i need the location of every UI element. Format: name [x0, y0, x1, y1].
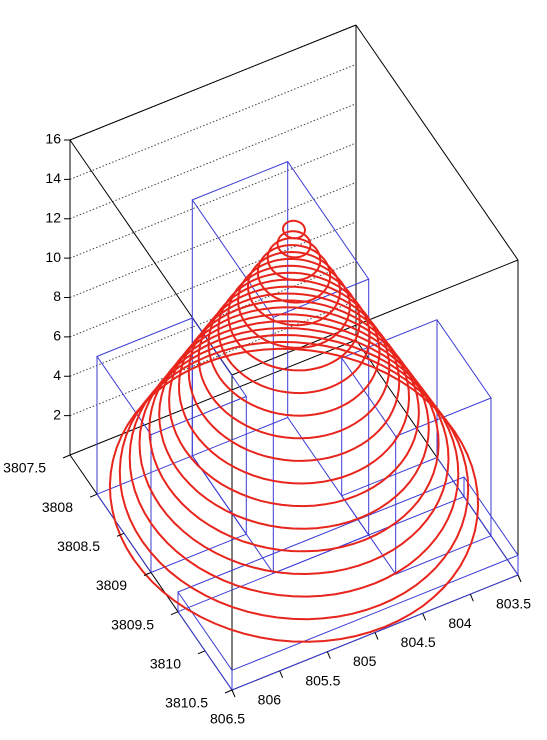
grid-line	[69, 182, 357, 298]
contour-line	[217, 271, 371, 395]
grid-line	[69, 63, 357, 180]
contour-line	[256, 244, 332, 304]
x-tick-label: 806	[258, 692, 282, 708]
z-tick-label: 16	[45, 131, 61, 147]
bar-block	[191, 160, 370, 574]
contour-line	[276, 230, 312, 259]
box-edge	[231, 259, 519, 376]
x-tick-label: 805	[353, 653, 377, 669]
contour-line	[138, 327, 450, 576]
x-tick-label: 804.5	[401, 634, 436, 650]
contour-line	[281, 219, 307, 240]
x-tick	[517, 574, 522, 583]
contour-line	[168, 306, 420, 508]
contour-line	[118, 340, 470, 621]
x-tick-label: 804	[448, 615, 472, 631]
y-tick	[224, 689, 233, 694]
x-tick	[326, 651, 331, 659]
z-tick-label: 14	[45, 170, 61, 186]
contour-line	[148, 320, 440, 553]
box-edge	[69, 24, 357, 141]
contour-line	[177, 299, 411, 485]
z-tick-label: 2	[53, 406, 61, 422]
contour-line	[207, 278, 381, 417]
contour-line	[246, 250, 342, 327]
contour-line	[197, 285, 391, 440]
z-tick-label: 8	[53, 288, 61, 304]
grid-line	[69, 300, 357, 417]
z-tick-label: 4	[53, 367, 61, 383]
x-tick	[422, 613, 427, 621]
x-tick-label: 806.5	[210, 711, 245, 727]
x-tick-label: 805.5	[305, 672, 340, 688]
y-tick-label: 3808.5	[57, 538, 100, 554]
z-tick-label: 6	[53, 328, 61, 344]
contour-line	[158, 313, 430, 530]
grid-line	[69, 103, 357, 220]
y-tick	[197, 650, 206, 655]
x-tick	[279, 670, 284, 679]
y-tick	[62, 454, 71, 459]
box-edge	[355, 24, 519, 261]
y-tick-label: 3807.5	[3, 460, 46, 476]
contour-line	[187, 292, 401, 462]
y-tick	[143, 572, 152, 576]
y-tick-label: 3810.5	[165, 695, 208, 711]
contour-line	[266, 237, 322, 282]
y-tick-label: 3809	[96, 577, 127, 593]
x-tick-label: 803.5	[496, 596, 531, 612]
z-tick-label: 12	[45, 209, 61, 225]
y-tick	[116, 532, 125, 537]
y-tick	[170, 611, 179, 616]
grid-line	[69, 221, 357, 338]
x-tick	[469, 593, 474, 602]
x-tick	[231, 689, 236, 698]
contour-line	[128, 333, 460, 598]
grid-line	[69, 142, 357, 259]
x-tick	[374, 632, 379, 640]
y-tick-label: 3808	[42, 499, 73, 515]
contour-line	[237, 257, 351, 349]
y-tick	[89, 493, 98, 498]
y-tick-label: 3810	[150, 656, 181, 672]
y-tick-label: 3809.5	[111, 616, 154, 632]
z-tick-label: 10	[45, 249, 61, 265]
contour-line	[108, 347, 480, 643]
contour-line	[227, 264, 361, 372]
